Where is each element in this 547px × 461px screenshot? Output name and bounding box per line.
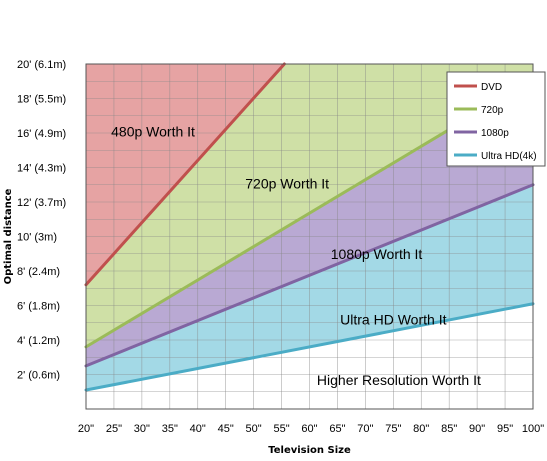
x-axis-ticks: 20" 25" 30" 35" 40" 45" 50" 55" 60" 65" 70" 75" 80" 8…: [78, 423, 544, 435]
x-tick-label: 60": [301, 423, 317, 435]
legend-box: [446, 71, 546, 167]
region-higher-resolution-label: Higher Resolution Worth It: [317, 372, 481, 388]
x-axis-title: Television Size: [268, 445, 351, 456]
x-tick-label: 45": [218, 423, 234, 435]
y-axis-title: Optimal distance: [3, 188, 14, 284]
series-line-dvd: [84, 62, 286, 287]
legend-label: DVD: [481, 82, 502, 93]
y-tick-label: 12' (3.7m): [17, 197, 66, 209]
x-tick-label: 30": [134, 423, 150, 435]
legend: DVD 720p 1080p Ultra HD(4k): [446, 71, 546, 167]
y-tick-label: 14' (4.3m): [17, 163, 66, 175]
legend-label: 1080p: [481, 128, 509, 139]
y-tick-label: 16' (4.9m): [17, 128, 66, 140]
x-tick-label: 55": [273, 423, 289, 435]
region-1080p-label: 1080p Worth It: [331, 246, 423, 262]
x-tick-label: 70": [357, 423, 373, 435]
x-tick-label: 35": [162, 423, 178, 435]
x-tick-label: 80": [413, 423, 429, 435]
x-tick-label: 85": [441, 423, 457, 435]
legend-label: Ultra HD(4k): [481, 151, 537, 162]
y-tick-label: 8' (2.4m): [17, 266, 60, 278]
region-480p-label: 480p Worth It: [111, 124, 195, 140]
y-tick-label: 2' (0.6m): [17, 370, 60, 382]
x-tick-label: 25": [106, 423, 122, 435]
region-ultra-hd-label: Ultra HD Worth It: [340, 312, 446, 328]
x-tick-label: 90": [469, 423, 485, 435]
series-line-720p: [84, 128, 451, 349]
y-tick-label: 10' (3m): [17, 232, 57, 244]
legend-label: 720p: [481, 105, 504, 116]
y-tick-label: 6' (1.8m): [17, 301, 60, 313]
x-tick-label: 75": [385, 423, 401, 435]
series-lines: [84, 62, 535, 392]
series-line-1080p: [84, 183, 535, 368]
region-labels: 480p Worth It 720p Worth It 1080p Worth It…: [111, 124, 481, 388]
x-tick-label: 50": [246, 423, 262, 435]
series-line-ultra-hd-4k: [84, 302, 535, 392]
x-tick-label: 20": [78, 423, 94, 435]
y-tick-label: 20' (6.1m): [17, 59, 66, 71]
x-tick-label: 95": [497, 423, 513, 435]
x-tick-label: 40": [190, 423, 206, 435]
y-tick-label: 4' (1.2m): [17, 335, 60, 347]
y-tick-label: 18' (5.5m): [17, 94, 66, 106]
x-tick-label: 65": [329, 423, 345, 435]
y-axis-ticks: 2' (0.6m) 4' (1.2m) 6' (1.8m) 8' (2.4m) 10' …: [17, 59, 66, 382]
plot-frame: [85, 63, 534, 410]
region-720p-label: 720p Worth It: [245, 175, 329, 191]
x-tick-label: 100": [522, 423, 544, 435]
